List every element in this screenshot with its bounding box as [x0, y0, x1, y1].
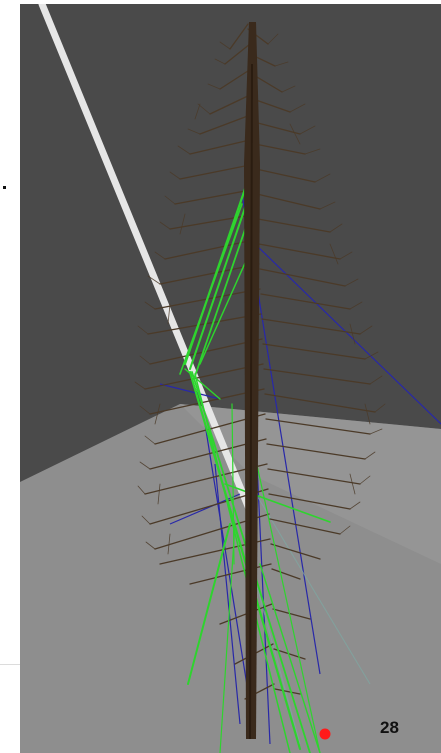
light-ray — [38, 4, 256, 520]
frame-counter: 28 — [380, 718, 399, 737]
red-marker-dot — [319, 728, 331, 740]
edge-line — [0, 664, 20, 665]
trunk-highlight — [249, 63, 253, 740]
stray-dot — [3, 186, 6, 189]
green-rays — [179, 187, 331, 753]
3d-viewport[interactable]: 28 — [20, 4, 441, 753]
